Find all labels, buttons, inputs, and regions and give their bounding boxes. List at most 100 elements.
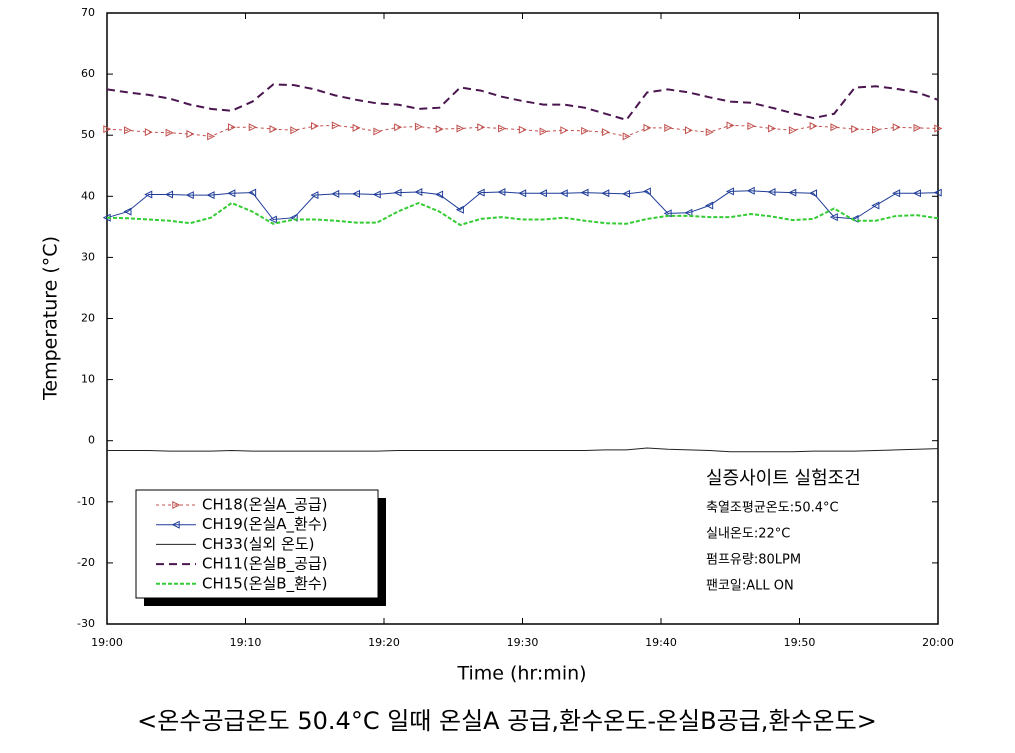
data-point xyxy=(373,127,382,136)
x-tick-label: 20:00 xyxy=(922,636,954,649)
y-tick-label: 60 xyxy=(81,67,95,80)
data-point xyxy=(871,201,880,210)
data-point xyxy=(435,125,444,134)
data-point xyxy=(352,123,361,132)
y-tick-label: 20 xyxy=(81,312,95,325)
x-tick-label: 19:00 xyxy=(91,636,123,649)
legend-label: CH19(온실A_환수) xyxy=(202,515,328,534)
data-point xyxy=(394,123,403,132)
data-point xyxy=(144,128,153,137)
data-point xyxy=(207,132,216,141)
y-tick-label: 50 xyxy=(81,128,95,141)
data-point xyxy=(414,188,423,197)
data-point xyxy=(310,191,319,200)
data-point xyxy=(767,188,776,197)
data-point xyxy=(601,128,610,137)
legend-marker xyxy=(171,520,180,529)
data-point xyxy=(538,189,547,198)
x-tick-label: 19:20 xyxy=(368,636,400,649)
data-point xyxy=(933,188,942,197)
y-tick-label: 70 xyxy=(81,6,95,19)
data-point xyxy=(725,187,734,196)
data-point xyxy=(788,126,797,135)
annotation-line: 축열조평균온도:50.4°C xyxy=(706,501,839,516)
data-point xyxy=(809,189,818,198)
data-point xyxy=(518,189,527,198)
y-tick-label: 40 xyxy=(81,189,95,202)
data-point xyxy=(456,124,465,133)
data-point xyxy=(227,123,236,132)
legend-label: CH11(온실B_공급) xyxy=(202,555,328,574)
data-point xyxy=(498,124,507,133)
data-point xyxy=(123,207,132,216)
data-point xyxy=(788,188,797,197)
y-tick-label: -30 xyxy=(77,617,95,630)
y-axis-label: Temperature (°C) xyxy=(40,236,62,401)
y-tick-label: -20 xyxy=(77,556,95,569)
data-point xyxy=(747,122,756,131)
y-tick-label: 10 xyxy=(81,373,95,386)
data-point xyxy=(435,190,444,199)
x-tick-label: 19:10 xyxy=(230,636,262,649)
data-point xyxy=(892,123,901,132)
series-line xyxy=(107,447,939,453)
legend-label: CH18(온실A_공급) xyxy=(202,496,328,515)
data-point xyxy=(331,189,340,198)
data-point xyxy=(622,132,631,141)
data-point xyxy=(165,190,174,199)
data-point xyxy=(248,188,257,197)
data-point xyxy=(851,125,860,134)
data-point xyxy=(206,191,215,200)
data-point xyxy=(913,123,922,132)
data-point xyxy=(414,122,423,131)
data-point xyxy=(581,126,590,135)
data-point xyxy=(664,123,673,132)
data-point xyxy=(705,128,714,137)
data-point xyxy=(829,213,838,222)
annotation-line: 펌프유량:80LPM xyxy=(706,553,801,568)
data-point xyxy=(643,123,652,132)
data-point xyxy=(622,189,631,198)
data-point xyxy=(642,187,651,196)
data-point xyxy=(144,190,153,199)
data-point xyxy=(103,125,112,134)
data-point xyxy=(185,191,194,200)
data-point xyxy=(705,201,714,210)
data-point xyxy=(684,208,693,217)
data-point xyxy=(248,123,257,132)
data-point xyxy=(871,125,880,134)
data-point xyxy=(746,186,755,195)
x-axis-label: Time (hr:min) xyxy=(456,663,586,685)
data-point xyxy=(268,215,277,224)
caption: <온수공급온도 50.4°C 일때 온실A 공급,환수온도-온실B공급,환수온도… xyxy=(137,707,877,735)
data-point xyxy=(311,122,320,131)
data-point xyxy=(560,126,569,135)
annotation-title: 실증사이트 실험조건 xyxy=(706,468,861,489)
data-point xyxy=(351,189,360,198)
data-point xyxy=(476,188,485,197)
data-point xyxy=(331,121,340,130)
x-tick-label: 19:40 xyxy=(645,636,677,649)
data-point xyxy=(477,123,486,132)
data-point xyxy=(830,123,839,132)
data-point xyxy=(685,126,694,135)
annotation-line: 실내온도:22°C xyxy=(706,527,790,542)
data-point xyxy=(165,128,174,137)
data-point xyxy=(912,189,921,198)
data-point xyxy=(539,127,548,136)
data-point xyxy=(892,189,901,198)
series-line xyxy=(106,201,939,227)
data-point xyxy=(372,190,381,199)
data-point xyxy=(290,126,299,135)
data-point xyxy=(768,124,777,133)
x-tick-label: 19:30 xyxy=(507,636,539,649)
data-point xyxy=(269,125,278,134)
data-point xyxy=(124,126,133,135)
y-tick-label: 30 xyxy=(81,250,95,263)
data-point xyxy=(934,124,943,133)
data-point xyxy=(393,188,402,197)
data-point xyxy=(809,122,818,131)
y-tick-label: 0 xyxy=(88,434,95,447)
